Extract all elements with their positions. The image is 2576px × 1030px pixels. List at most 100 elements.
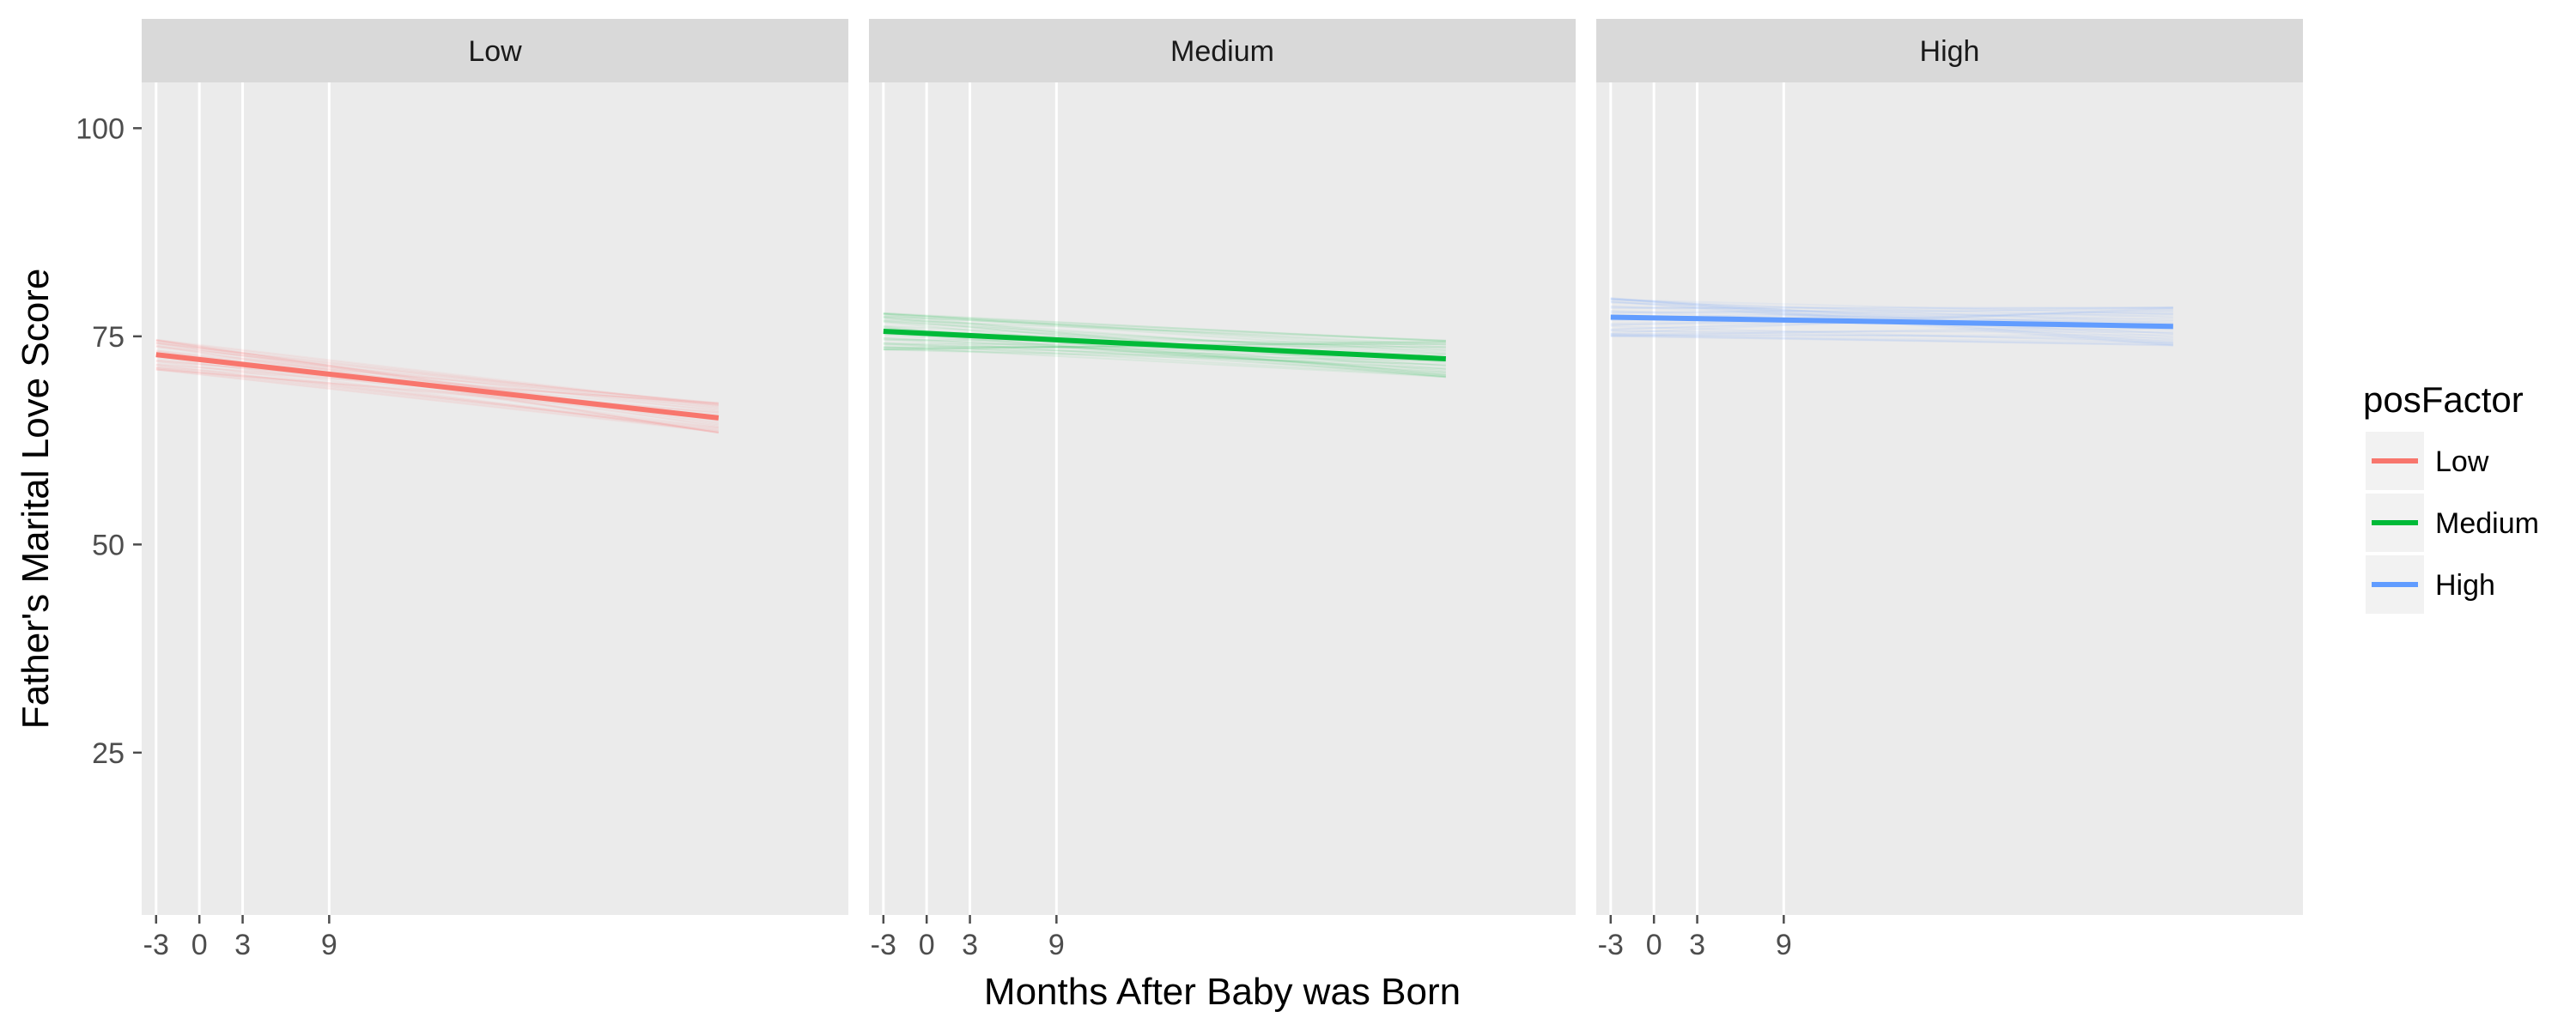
- ribbon-line: [1610, 334, 2173, 347]
- x-tick-label: 3: [234, 929, 251, 961]
- y-axis-title: Father's Marital Love Score: [15, 269, 57, 730]
- ribbon-line: [883, 312, 1446, 351]
- ribbon-line: [155, 363, 719, 432]
- ribbon-line: [1610, 335, 2173, 346]
- legend-label-medium: Medium: [2435, 507, 2539, 540]
- x-axis-title: Months After Baby was Born: [984, 971, 1461, 1013]
- x-tick-label: 9: [1048, 929, 1065, 961]
- ribbon-line: [1610, 325, 2173, 344]
- ribbon-line: [155, 367, 719, 431]
- ribbon-line: [155, 365, 719, 429]
- ribbon-line: [1610, 335, 2173, 347]
- ribbon-line: [1610, 330, 2173, 333]
- panel-background: [869, 82, 1576, 915]
- ribbon-line: [1610, 306, 2173, 314]
- ribbon-line: [1610, 312, 2173, 324]
- ribbon-line: [1610, 299, 2173, 316]
- ribbon-line: [883, 312, 1446, 354]
- series-line-low: [155, 352, 720, 421]
- ribbon-line: [155, 338, 719, 407]
- ribbon-line: [883, 333, 1446, 374]
- ribbon-line: [883, 338, 1446, 376]
- ribbon-line: [1610, 310, 2173, 324]
- ribbon-line: [155, 339, 719, 427]
- ribbon-line: [883, 312, 1446, 343]
- ribbon-line: [1610, 328, 2173, 336]
- panel-background: [1596, 82, 2303, 915]
- facet-panel-medium: Medium -3 0 3 9: [869, 19, 1576, 961]
- facet-strip-label: Medium: [1170, 35, 1274, 68]
- series-line-high: [1610, 314, 2173, 330]
- ribbon-line: [155, 367, 719, 430]
- legend-title: posFactor: [2363, 379, 2524, 420]
- ribbon-line: [1610, 301, 2173, 318]
- ribbon-line: [1610, 334, 2173, 337]
- ribbon-line: [883, 348, 1446, 366]
- x-tick-label: 0: [919, 929, 935, 961]
- x-tick-label: -3: [871, 929, 896, 961]
- ribbon-line: [155, 346, 719, 405]
- ribbon-line: [883, 338, 1446, 344]
- series-line-medium: [883, 329, 1446, 362]
- ribbon-line: [1610, 306, 2173, 319]
- ribbon-line: [155, 344, 719, 433]
- ribbon-line: [883, 336, 1446, 371]
- ribbon-line: [155, 350, 719, 407]
- y-tick-label: 100: [76, 112, 125, 145]
- ribbon-line: [883, 330, 1446, 379]
- panel-background: [142, 82, 848, 915]
- y-tick-label: 50: [92, 529, 125, 561]
- ribbon-line: [1610, 305, 2173, 322]
- x-tick-label: 9: [1776, 929, 1792, 961]
- facet-panel-high: High -3 0 3 9: [1596, 19, 2303, 961]
- ribbon-line: [155, 342, 719, 410]
- y-axis: 25 50 75 100: [76, 112, 142, 770]
- ribbon-line: [883, 342, 1446, 370]
- ribbon-line: [883, 312, 1446, 348]
- ribbon-line: [883, 313, 1446, 342]
- x-tick-label: 3: [962, 929, 978, 961]
- ribbon-line: [1610, 332, 2173, 339]
- x-tick-label: 9: [321, 929, 337, 961]
- ribbon-line: [155, 349, 719, 404]
- y-tick-label: 75: [92, 321, 125, 354]
- x-tick-label: -3: [1598, 929, 1624, 961]
- ribbon-line: [155, 368, 719, 433]
- ribbon-line: [155, 360, 719, 406]
- ribbon-line: [883, 315, 1446, 346]
- facet-strip: [142, 19, 848, 82]
- ribbon-line: [1610, 309, 2173, 326]
- ribbon-line: [1610, 330, 2173, 342]
- facet-panel-low: Low -3 0 3 9: [142, 19, 848, 961]
- x-tick-label: 3: [1689, 929, 1705, 961]
- ribbon-line: [883, 321, 1446, 378]
- ribbon-line: [883, 337, 1446, 367]
- x-tick-label: 0: [1646, 929, 1662, 961]
- ribbon-line: [155, 344, 719, 412]
- legend-label-high: High: [2435, 569, 2495, 602]
- ribbon-line: [155, 342, 719, 406]
- ribbon-line: [883, 345, 1446, 379]
- ribbon-line: [883, 315, 1446, 342]
- ribbon-line: [1610, 308, 2173, 314]
- facet-strip: [1596, 19, 2303, 82]
- ribbon-line: [883, 318, 1446, 342]
- facet-strip-label: Low: [468, 35, 522, 68]
- ribbon-line: [1610, 297, 2173, 335]
- ribbon-line: [883, 348, 1446, 362]
- ribbon-line: [1610, 299, 2173, 324]
- ribbon-line: [155, 339, 719, 408]
- ribbon-line: [883, 342, 1446, 378]
- legend-label-low: Low: [2435, 445, 2489, 478]
- y-tick-label: 25: [92, 737, 125, 770]
- ribbon-line: [155, 356, 719, 433]
- ribbon-line: [155, 368, 719, 433]
- facet-strip-label: High: [1920, 35, 1980, 68]
- facet-strip: [869, 19, 1576, 82]
- ribbon-line: [155, 360, 719, 433]
- ribbon-line: [883, 317, 1446, 359]
- legend: posFactor Low Medium High: [2363, 379, 2539, 614]
- ribbon-line: [883, 331, 1446, 373]
- x-tick-label: 0: [191, 929, 208, 961]
